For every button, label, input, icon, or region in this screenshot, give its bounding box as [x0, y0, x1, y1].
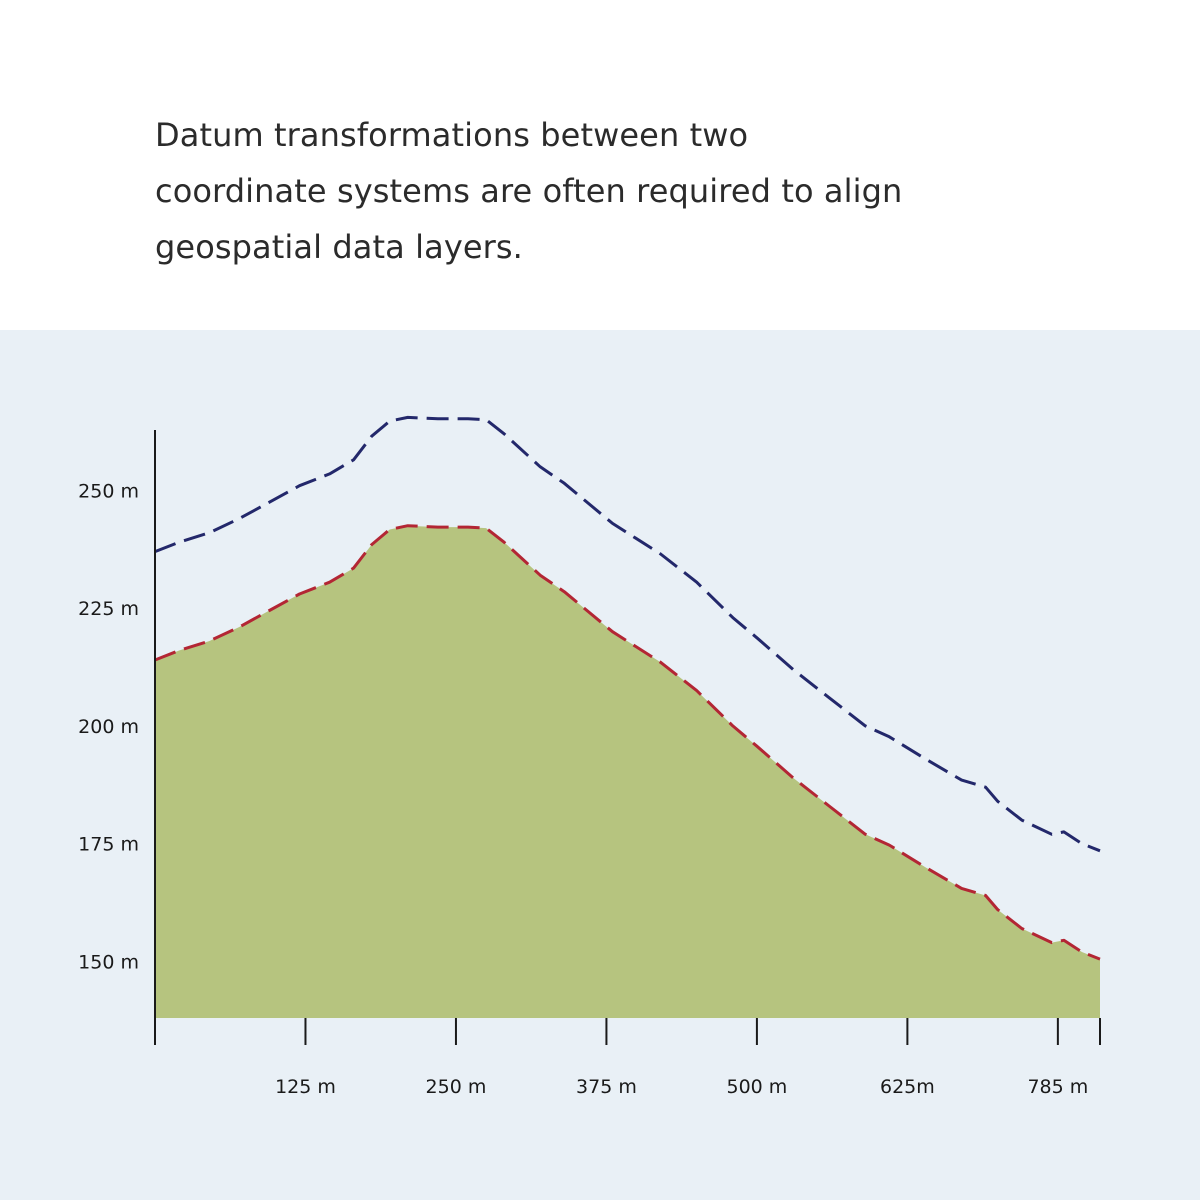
upper-dashed-line	[154, 415, 1101, 853]
header-area: Datum transformations between two coordi…	[0, 0, 1200, 330]
x-tick-label: 125 m	[275, 1076, 336, 1098]
chart-panel: 125 m 250 m 375 m 500 m 625m 785 m 150 m 175 m 2…	[0, 330, 1200, 1200]
page-heading: Datum transformations between two coordi…	[155, 116, 903, 266]
elevation-profile-chart: 125 m 250 m 375 m 500 m 625m 785 m 150 m 175 m 2…	[78, 415, 1101, 1098]
x-tick-label: 500 m	[726, 1076, 787, 1098]
y-tick-label: 250 m	[78, 480, 139, 502]
x-tick-label: 375 m	[576, 1076, 637, 1098]
x-tick-label: 785 m	[1027, 1076, 1088, 1098]
terrain-outline-line	[154, 524, 1101, 961]
y-tick-label: 200 m	[78, 716, 139, 738]
x-tick-label: 625m	[880, 1076, 935, 1098]
x-tick-label: 250 m	[426, 1076, 487, 1098]
terrain-area	[155, 525, 1100, 1018]
y-tick-label: 225 m	[78, 598, 139, 620]
y-tick-label: 175 m	[78, 834, 139, 856]
y-tick-label: 150 m	[78, 951, 139, 973]
